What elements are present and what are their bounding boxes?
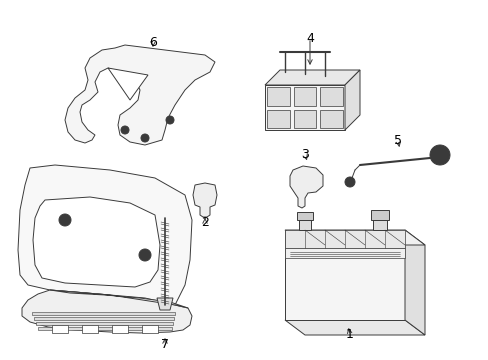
Polygon shape — [50, 290, 187, 308]
Polygon shape — [266, 87, 289, 105]
Text: 3: 3 — [301, 148, 308, 162]
Polygon shape — [108, 68, 148, 100]
Polygon shape — [38, 327, 172, 330]
Circle shape — [435, 151, 443, 159]
Polygon shape — [52, 325, 68, 333]
Polygon shape — [157, 298, 173, 310]
Polygon shape — [82, 325, 98, 333]
Polygon shape — [293, 87, 316, 105]
Polygon shape — [32, 312, 175, 315]
Polygon shape — [293, 109, 316, 128]
Polygon shape — [289, 166, 323, 208]
Circle shape — [429, 145, 449, 165]
Polygon shape — [345, 70, 359, 130]
Circle shape — [121, 126, 129, 134]
Circle shape — [139, 249, 151, 261]
Polygon shape — [33, 197, 160, 287]
Polygon shape — [404, 230, 424, 335]
Circle shape — [141, 134, 149, 142]
Polygon shape — [266, 109, 289, 128]
Polygon shape — [112, 325, 128, 333]
Circle shape — [345, 177, 354, 187]
Polygon shape — [296, 212, 312, 220]
Polygon shape — [285, 320, 424, 335]
Polygon shape — [22, 290, 192, 333]
Polygon shape — [36, 322, 173, 325]
Text: 6: 6 — [149, 36, 157, 49]
Polygon shape — [320, 87, 342, 105]
Polygon shape — [264, 85, 345, 130]
Polygon shape — [285, 230, 404, 320]
Text: 5: 5 — [393, 134, 401, 147]
Polygon shape — [18, 165, 192, 318]
Text: 2: 2 — [201, 216, 208, 229]
Polygon shape — [372, 220, 386, 230]
Polygon shape — [370, 210, 388, 220]
Polygon shape — [285, 230, 424, 245]
Polygon shape — [65, 45, 215, 145]
Circle shape — [59, 214, 71, 226]
Polygon shape — [285, 230, 404, 248]
Polygon shape — [193, 183, 217, 217]
Text: 7: 7 — [161, 338, 169, 351]
Polygon shape — [34, 317, 174, 320]
Circle shape — [165, 116, 174, 124]
Text: 1: 1 — [346, 328, 353, 342]
Polygon shape — [320, 109, 342, 128]
Polygon shape — [285, 248, 404, 258]
Polygon shape — [298, 220, 310, 230]
Polygon shape — [142, 325, 158, 333]
Text: 4: 4 — [305, 31, 313, 45]
Polygon shape — [264, 70, 359, 85]
